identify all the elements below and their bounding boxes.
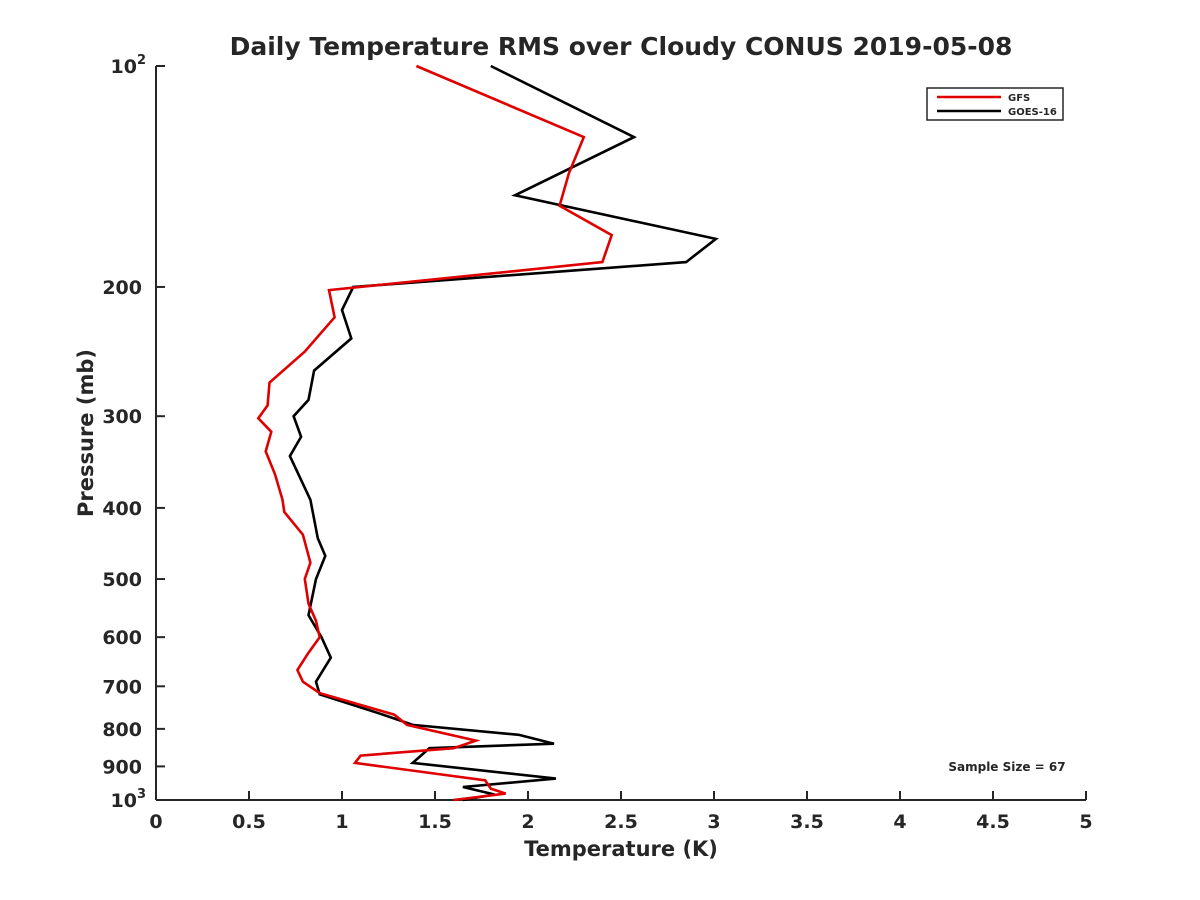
- x-tick-label: 2.5: [604, 811, 638, 833]
- legend: GFS GOES-16: [926, 87, 1064, 121]
- x-tick-label: 4: [893, 811, 906, 833]
- y-tick-label: 600: [102, 627, 142, 649]
- chart-title: Daily Temperature RMS over Cloudy CONUS …: [230, 32, 1013, 61]
- y-tick-label: 500: [102, 569, 142, 591]
- y-tick-label: 900: [102, 756, 142, 778]
- y-tick-label: 300: [102, 406, 142, 428]
- sample-size-annotation: Sample Size = 67: [948, 760, 1065, 774]
- x-tick-label: 1: [335, 811, 348, 833]
- x-tick-label: 4.5: [976, 811, 1010, 833]
- x-tick-label: 0.5: [232, 811, 266, 833]
- y-tick-label: 200: [102, 277, 142, 299]
- x-tick-label: 2: [521, 811, 534, 833]
- y-tick-label: 700: [102, 676, 142, 698]
- x-axis-label: Temperature (K): [524, 837, 718, 861]
- y-axis-label: Pressure (mb): [74, 349, 98, 517]
- x-tick-label: 3: [707, 811, 720, 833]
- series-line-goes-16: [288, 64, 719, 802]
- x-axis-ticks: 0 0.5 1 1.5 2 2.5 3 3.5 4 4.5 5: [149, 791, 1093, 833]
- legend-label: GOES-16: [1008, 107, 1057, 118]
- legend-label: GFS: [1008, 93, 1030, 104]
- y-tick-label: 103: [111, 787, 147, 812]
- x-tick-label: 3.5: [790, 811, 824, 833]
- series-layer: [256, 64, 719, 802]
- y-tick-label: 800: [102, 719, 142, 741]
- x-tick-label: 5: [1079, 811, 1092, 833]
- y-axis-ticks: 102 200 300 400 500 600 700 800 900 103: [102, 53, 165, 812]
- legend-box: [926, 87, 1064, 121]
- series-line-gfs: [256, 64, 614, 802]
- plot-area: 0 0.5 1 1.5 2 2.5 3 3.5 4 4.5 5 102 200 300 400 500 600…: [102, 53, 1092, 833]
- y-tick-label: 102: [111, 53, 147, 78]
- y-tick-label: 400: [102, 498, 142, 520]
- x-tick-label: 0: [149, 811, 162, 833]
- x-tick-label: 1.5: [418, 811, 452, 833]
